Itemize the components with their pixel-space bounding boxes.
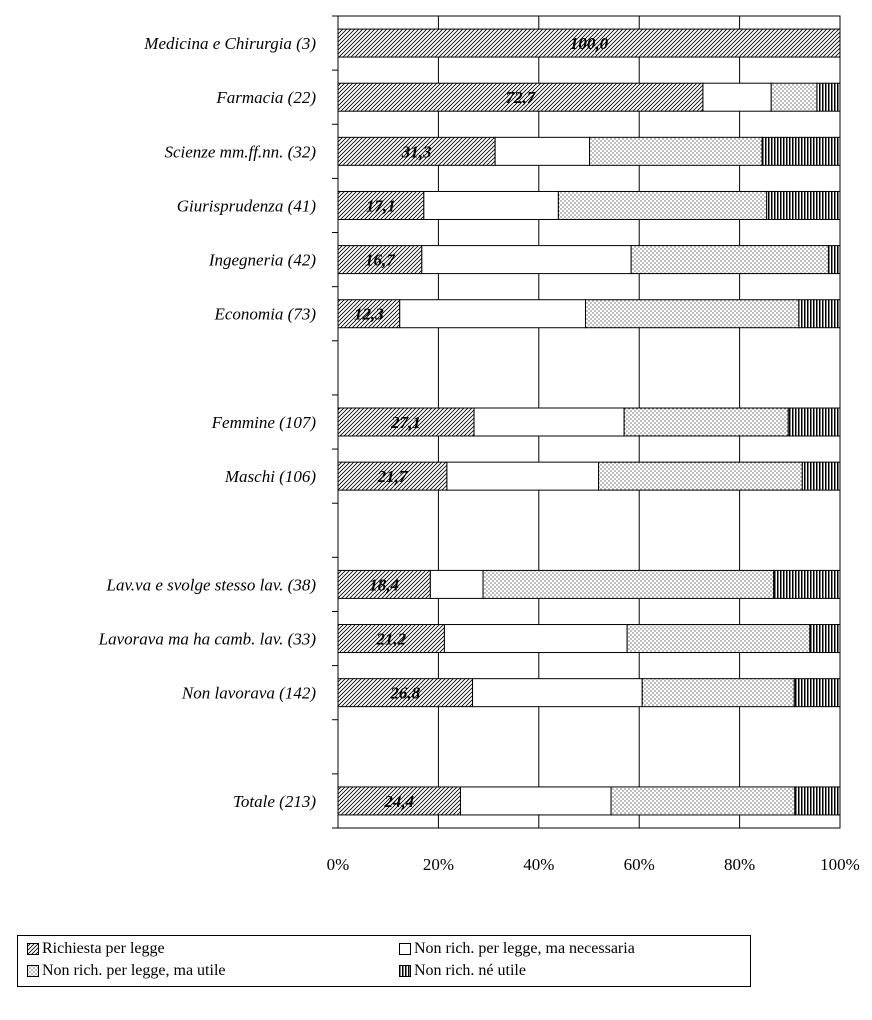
category-label: Medicina e Chirurgia (3) bbox=[143, 34, 316, 53]
bar-segment-diagonal bbox=[337, 678, 474, 708]
bar-segment-dots bbox=[557, 190, 768, 220]
bar-segment-blank bbox=[459, 786, 612, 816]
bar-segment-dots bbox=[770, 82, 818, 112]
category-label: Scienze mm.ff.nn. (32) bbox=[164, 142, 316, 161]
legend-swatch-vertical bbox=[399, 965, 411, 977]
category-label: Giurisprudenza (41) bbox=[177, 196, 317, 215]
bars: 100,0 72,7 31,3 17,1 16,7 12,3 27,1 21,7 18,4 21,… bbox=[337, 28, 841, 816]
bar-segment-dots bbox=[589, 136, 763, 166]
bar-segment-dots bbox=[626, 624, 811, 654]
legend-label: Non rich. per legge, ma utile bbox=[42, 962, 226, 979]
bar-segment-blank bbox=[473, 407, 625, 437]
category-label: Lav.va e svolge stesso lav. (38) bbox=[106, 575, 317, 594]
category-label: Femmine (107) bbox=[211, 413, 317, 432]
x-tick-label: 60% bbox=[624, 855, 655, 874]
x-tick-label: 80% bbox=[724, 855, 755, 874]
legend-item-utile: Non rich. per legge, ma utile bbox=[27, 962, 226, 980]
category-label: Lavorava ma ha camb. lav. (33) bbox=[98, 630, 317, 649]
plot-border bbox=[337, 15, 841, 829]
legend: Richiesta per legge Non rich. per legge,… bbox=[17, 935, 751, 987]
bar-segment-diagonal bbox=[337, 28, 841, 58]
legend-item-necessaria: Non rich. per legge, ma necessaria bbox=[399, 940, 635, 958]
bar-segment-dots bbox=[641, 678, 795, 708]
data-label: 12,3 bbox=[354, 305, 384, 324]
bar-segment-diagonal bbox=[337, 82, 704, 112]
data-label: 27,1 bbox=[390, 413, 421, 432]
bar-segment-vertical bbox=[809, 624, 841, 654]
legend-swatch-blank bbox=[399, 943, 411, 955]
bar-segment-vertical bbox=[794, 786, 841, 816]
bar-segment-blank bbox=[472, 678, 643, 708]
x-tick-label: 0% bbox=[327, 855, 350, 874]
x-tick-label: 100% bbox=[820, 855, 860, 874]
bar-segment-diagonal bbox=[337, 299, 401, 329]
bar-segment-diagonal bbox=[337, 136, 496, 166]
bar-segment-diagonal bbox=[337, 461, 448, 491]
category-label: Non lavorava (142) bbox=[181, 684, 316, 703]
bar-segment-vertical bbox=[798, 299, 841, 329]
bar-segment-vertical bbox=[766, 190, 841, 220]
data-label: 21,2 bbox=[375, 630, 406, 649]
data-label: 72,7 bbox=[506, 88, 537, 107]
legend-item-richiesta: Richiesta per legge bbox=[27, 940, 165, 958]
bar-segment-dots bbox=[482, 569, 775, 599]
bar-segment-blank bbox=[443, 624, 628, 654]
data-label: 24,4 bbox=[383, 792, 414, 811]
data-label: 26,8 bbox=[389, 684, 420, 703]
bar-segment-blank bbox=[423, 190, 559, 220]
data-label: 21,7 bbox=[377, 467, 409, 486]
legend-label: Non rich. per legge, ma necessaria bbox=[414, 940, 635, 957]
bar-segment-dots bbox=[584, 299, 800, 329]
stacked-bar-chart: 100,0 72,7 31,3 17,1 16,7 12,3 27,1 21,7 18,4 21,… bbox=[98, 15, 860, 874]
bar-segment-vertical bbox=[816, 82, 841, 112]
legend-item-ne-utile: Non rich. né utile bbox=[399, 962, 526, 980]
bar-segment-blank bbox=[494, 136, 591, 166]
x-tick-label: 40% bbox=[523, 855, 554, 874]
bar-segment-blank bbox=[429, 569, 484, 599]
legend-swatch-diagonal bbox=[27, 943, 39, 955]
bar-segment-vertical bbox=[787, 407, 841, 437]
bar-segment-diagonal bbox=[337, 786, 461, 816]
legend-label: Non rich. né utile bbox=[414, 962, 526, 979]
data-label: 100,0 bbox=[570, 34, 609, 53]
bar-segment-vertical bbox=[801, 461, 841, 491]
bar-segment-vertical bbox=[827, 245, 841, 275]
bar-segment-blank bbox=[446, 461, 600, 491]
bar-segment-dots bbox=[598, 461, 803, 491]
data-label: 17,1 bbox=[366, 196, 396, 215]
bar-segment-blank bbox=[421, 245, 632, 275]
category-label: Totale (213) bbox=[233, 792, 316, 811]
bar-segment-dots bbox=[630, 245, 829, 275]
category-label: Maschi (106) bbox=[224, 467, 316, 486]
bar-segment-blank bbox=[399, 299, 586, 329]
x-axis-ticks: 0% 20% 40% 60% 80% 100% bbox=[327, 855, 860, 874]
bar-segment-dots bbox=[610, 786, 796, 816]
data-label: 31,3 bbox=[401, 142, 432, 161]
bar-segment-dots bbox=[623, 407, 789, 437]
data-label: 18,4 bbox=[369, 575, 399, 594]
legend-swatch-dots bbox=[27, 965, 39, 977]
bar-segment-diagonal bbox=[337, 407, 475, 437]
legend-label: Richiesta per legge bbox=[42, 940, 165, 957]
bar-segment-blank bbox=[702, 82, 772, 112]
bar-segment-vertical bbox=[793, 678, 841, 708]
category-label: Economia (73) bbox=[213, 305, 316, 324]
data-label: 16,7 bbox=[365, 251, 396, 270]
bar-segment-diagonal bbox=[337, 624, 445, 654]
category-label: Farmacia (22) bbox=[215, 88, 316, 107]
bar-segment-vertical bbox=[761, 136, 841, 166]
bar-segment-vertical bbox=[773, 569, 841, 599]
x-tick-label: 20% bbox=[423, 855, 454, 874]
category-labels: Medicina e Chirurgia (3) Farmacia (22) Sci… bbox=[98, 34, 317, 811]
category-label: Ingegneria (42) bbox=[208, 251, 317, 270]
